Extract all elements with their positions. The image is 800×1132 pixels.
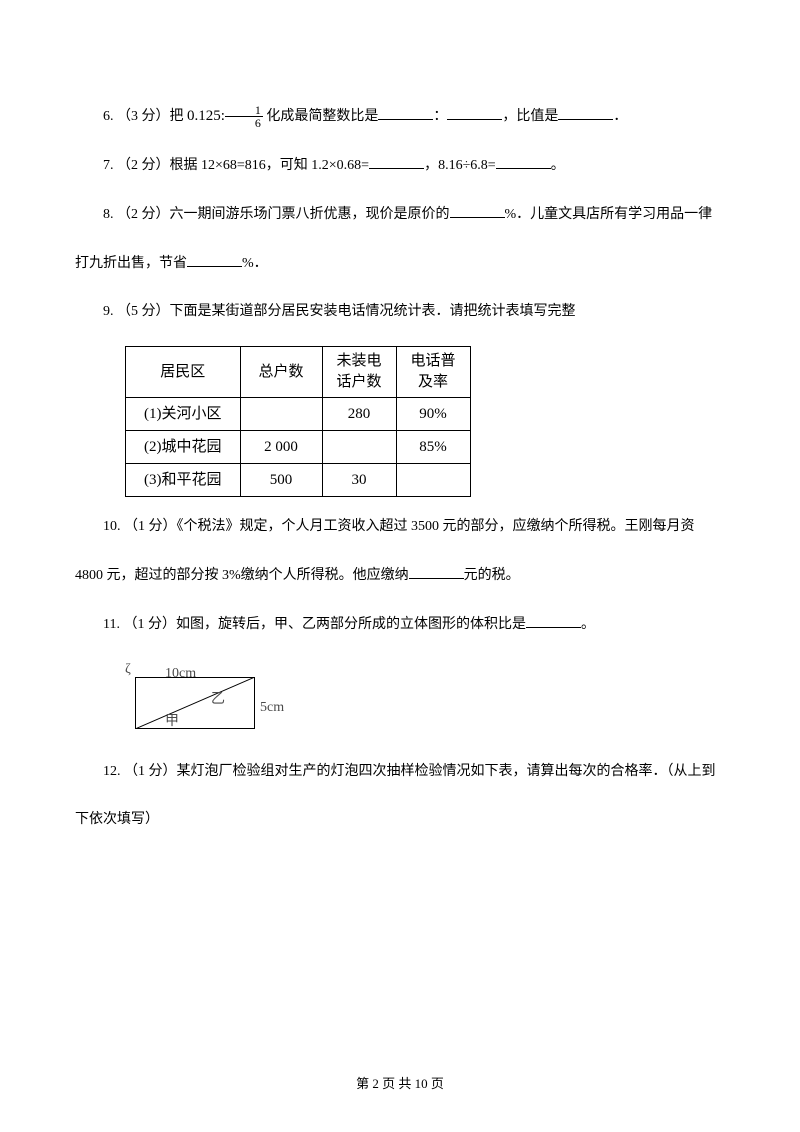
dim-right: 5cm: [260, 693, 284, 724]
line: 电话普: [411, 353, 456, 369]
cell: (2)城中花园: [126, 431, 241, 464]
text: 打九折出售，节省: [75, 256, 187, 271]
question-8-line2: 打九折出售，节省 %．: [75, 249, 725, 280]
cell: (1)关河小区: [126, 398, 241, 431]
footer-text: 页: [428, 1076, 444, 1091]
cell: [240, 398, 322, 431]
page-total: 10: [415, 1076, 428, 1091]
phone-table: 居民区 总户数 未装电话户数 电话普及率 (1)关河小区 280 90% (2)…: [125, 346, 471, 497]
frac-den: 6: [225, 117, 263, 129]
q-num: 12.: [103, 764, 121, 779]
question-11: 11. （1 分）如图，旋转后，甲、乙两部分所成的立体图形的体积比是 。: [75, 610, 725, 641]
line: 及率: [418, 374, 448, 390]
fraction: 16: [225, 104, 263, 129]
cell: 500: [240, 464, 322, 497]
text: 化成最简整数比是: [266, 109, 378, 124]
cell: 2 000: [240, 431, 322, 464]
text: ，8.16÷6.8=: [424, 158, 496, 173]
question-8: 8. （2 分）六一期间游乐场门票八折优惠，现价是原价的 %．儿童文具店所有学习用…: [75, 200, 725, 231]
diagonal-line: [135, 677, 255, 729]
period: ．: [613, 109, 627, 124]
footer-text: 第: [356, 1076, 372, 1091]
axis-mark: ζ: [125, 655, 131, 686]
text: 4800 元，超过的部分按 3%缴纳个人所得税。他应缴纳: [75, 568, 409, 583]
th-area: 居民区: [126, 347, 241, 398]
th-total: 总户数: [240, 347, 322, 398]
blank: [526, 614, 581, 628]
q-num: 8.: [103, 207, 114, 222]
cell: 30: [322, 464, 396, 497]
q-num: 10.: [103, 519, 121, 534]
colon: ：: [433, 109, 447, 124]
text: %．儿童文具店所有学习用品一律: [505, 207, 713, 222]
text: 。: [581, 617, 595, 632]
question-10-line2: 4800 元，超过的部分按 3%缴纳个人所得税。他应缴纳 元的税。: [75, 561, 725, 592]
table-row: (3)和平花园 500 30: [126, 464, 471, 497]
text: （1 分）如图，旋转后，甲、乙两部分所成的立体图形的体积比是: [123, 617, 526, 632]
rectangle-figure: ζ 10cm 甲 乙 5cm: [125, 659, 295, 729]
text: 。: [551, 158, 565, 173]
blank: [378, 106, 433, 120]
line: 话户数: [337, 374, 382, 390]
text: ，比值是: [502, 109, 558, 124]
label-yi: 乙: [211, 685, 225, 716]
cell: (3)和平花园: [126, 464, 241, 497]
question-10: 10. （1 分）《个税法》规定，个人月工资收入超过 3500 元的部分，应缴纳…: [75, 512, 725, 543]
question-9: 9. （5 分）下面是某街道部分居民安装电话情况统计表．请把统计表填写完整: [75, 297, 725, 328]
text: 元的税。: [464, 568, 520, 583]
text: （5 分）下面是某街道部分居民安装电话情况统计表．请把统计表填写完整: [117, 304, 576, 319]
cell: 280: [322, 398, 396, 431]
q-num: 9.: [103, 304, 114, 319]
q-num: 6.: [103, 109, 114, 124]
question-12: 12. （1 分）某灯泡厂检验组对生产的灯泡四次抽样检验情况如下表，请算出每次的…: [75, 757, 725, 788]
page-footer: 第 2 页 共 10 页: [0, 1073, 800, 1092]
blank: [369, 155, 424, 169]
question-6: 6. （3 分）把 0.125:16 化成最简整数比是 ： ，比值是 ．: [75, 100, 725, 133]
blank: [450, 204, 505, 218]
table-row: (2)城中花园 2 000 85%: [126, 431, 471, 464]
text: （2 分）根据 12×68=816，可知 1.2×0.68=: [117, 158, 369, 173]
table-row: (1)关河小区 280 90%: [126, 398, 471, 431]
th-uninstalled: 未装电话户数: [322, 347, 396, 398]
blank: [558, 106, 613, 120]
line: 未装电: [337, 353, 382, 369]
text: （2 分）六一期间游乐场门票八折优惠，现价是原价的: [117, 207, 450, 222]
q-num: 7.: [103, 158, 114, 173]
blank: [409, 565, 464, 579]
table-row: 居民区 总户数 未装电话户数 电话普及率: [126, 347, 471, 398]
expr: 0.125:: [187, 108, 225, 124]
q-num: 11.: [103, 617, 120, 632]
footer-text: 页 共: [379, 1076, 415, 1091]
blank: [496, 155, 551, 169]
label-jia: 甲: [165, 707, 179, 738]
text: （1 分）某灯泡厂检验组对生产的灯泡四次抽样检验情况如下表，请算出每次的合格率．…: [124, 764, 716, 779]
blank: [187, 253, 242, 267]
page-content: 6. （3 分）把 0.125:16 化成最简整数比是 ： ，比值是 ． 7. （2 …: [0, 0, 800, 836]
text: （1 分）《个税法》规定，个人月工资收入超过 3500 元的部分，应缴纳个所得税…: [124, 519, 695, 534]
cell: 85%: [396, 431, 470, 464]
cell: [396, 464, 470, 497]
q-pts: （3 分）把: [117, 109, 184, 124]
th-rate: 电话普及率: [396, 347, 470, 398]
blank: [447, 106, 502, 120]
text: 下依次填写）: [75, 812, 159, 827]
question-7: 7. （2 分）根据 12×68=816，可知 1.2×0.68= ，8.16÷6…: [75, 151, 725, 182]
cell: [322, 431, 396, 464]
cell: 90%: [396, 398, 470, 431]
text: %．: [242, 256, 268, 271]
question-12-line2: 下依次填写）: [75, 805, 725, 836]
